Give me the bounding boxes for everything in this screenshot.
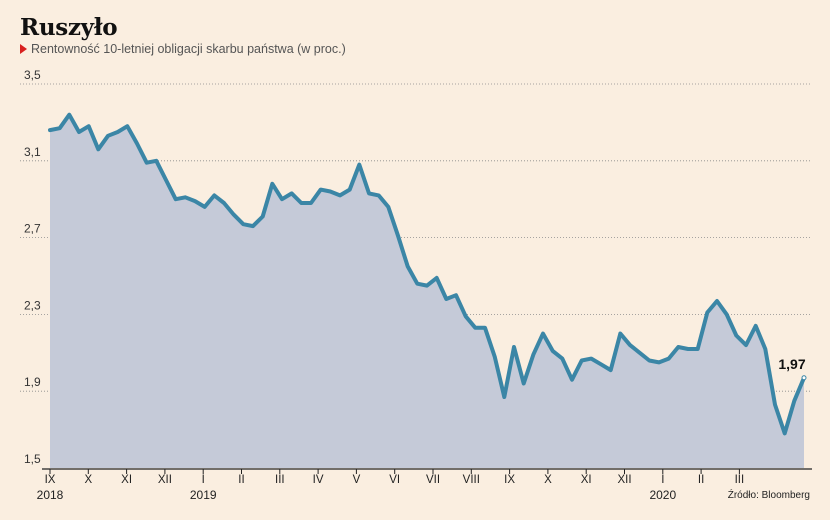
chart-subtitle: Rentowność 10-letniej obligacji skarbu p… xyxy=(20,42,346,56)
y-tick-label: 1,9 xyxy=(24,375,41,389)
x-tick-label: XI xyxy=(121,474,132,486)
area-fill xyxy=(50,114,804,468)
x-tick-label: I xyxy=(202,474,205,486)
x-tick-label: III xyxy=(275,474,285,486)
x-tick-label: XII xyxy=(617,474,631,486)
source-note: Źródło: Bloomberg xyxy=(728,488,810,501)
y-tick-label: 3,5 xyxy=(24,68,41,82)
x-axis-ticks: IX X XI XII I II III IV V VI VII VIII IX X XI XII I II III xyxy=(45,469,745,486)
x-tick-label: II xyxy=(698,474,704,486)
year-labels: 2018 2019 2020 xyxy=(37,488,677,502)
y-tick-label: 3,1 xyxy=(24,145,41,159)
x-tick-label: IX xyxy=(504,474,515,486)
x-tick-label: I xyxy=(661,474,664,486)
x-tick-label: IX xyxy=(45,474,56,486)
x-tick-label: VII xyxy=(426,474,440,486)
x-tick-label: VI xyxy=(389,474,400,486)
x-tick-label: VIII xyxy=(463,474,480,486)
x-tick-label: X xyxy=(544,474,552,486)
subtitle-marker-icon xyxy=(20,44,27,54)
chart-title: Ruszyło xyxy=(20,14,118,41)
end-value-label: 1,97 xyxy=(778,356,805,372)
y-tick-label: 1,5 xyxy=(24,452,41,466)
year-label: 2020 xyxy=(649,488,676,502)
year-label: 2019 xyxy=(190,488,217,502)
y-tick-label: 2,3 xyxy=(24,298,41,312)
x-tick-label: III xyxy=(735,474,745,486)
y-tick-label: 2,7 xyxy=(24,222,41,236)
subtitle-text: Rentowność 10-letniej obligacji skarbu p… xyxy=(31,42,346,56)
x-tick-label: IV xyxy=(313,474,324,486)
x-tick-label: XI xyxy=(581,474,592,486)
x-tick-label: II xyxy=(238,474,244,486)
x-tick-label: V xyxy=(353,474,361,486)
yield-series-line xyxy=(48,112,806,436)
end-point xyxy=(801,375,807,381)
x-tick-label: X xyxy=(84,474,92,486)
x-tick-label: XII xyxy=(158,474,172,486)
year-label: 2018 xyxy=(37,488,64,502)
y-axis-ticks: 3,5 3,1 2,7 2,3 1,9 1,5 xyxy=(24,68,41,466)
